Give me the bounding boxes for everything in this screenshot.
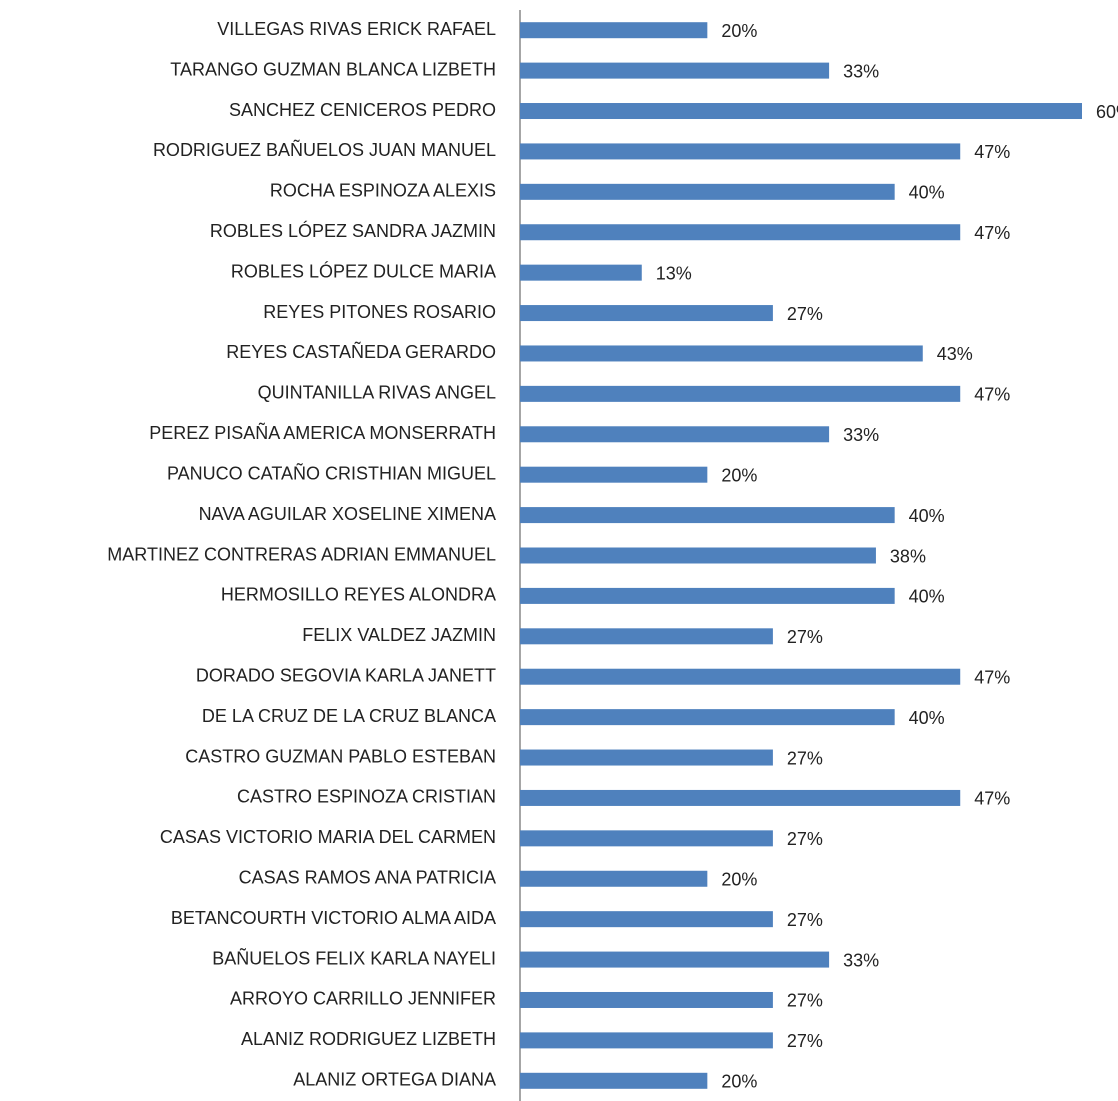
- bar: [520, 628, 773, 645]
- bar: [520, 143, 961, 160]
- value-label: 20%: [721, 1072, 757, 1092]
- value-label: 47%: [974, 142, 1010, 162]
- category-label: CASAS VICTORIO MARIA DEL CARMEN: [160, 827, 496, 847]
- category-label: NAVA AGUILAR XOSELINE XIMENA: [199, 504, 496, 524]
- value-label: 27%: [787, 1031, 823, 1051]
- bar: [520, 507, 895, 524]
- category-label: ROBLES LÓPEZ DULCE MARIA: [231, 260, 496, 281]
- value-label: 20%: [721, 870, 757, 890]
- bar: [520, 587, 895, 604]
- value-label: 47%: [974, 385, 1010, 405]
- category-label: PEREZ PISAÑA AMERICA MONSERRATH: [149, 422, 496, 443]
- value-label: 33%: [843, 425, 879, 445]
- bar: [520, 305, 773, 322]
- category-label: TARANGO GUZMAN BLANCA LIZBETH: [170, 59, 496, 79]
- category-label: DE LA CRUZ DE LA CRUZ BLANCA: [202, 706, 496, 726]
- value-label: 27%: [787, 304, 823, 324]
- value-label: 27%: [787, 748, 823, 768]
- bar: [520, 789, 961, 806]
- value-label: 27%: [787, 910, 823, 930]
- value-label: 43%: [937, 344, 973, 364]
- value-label: 40%: [909, 708, 945, 728]
- bar: [520, 22, 708, 39]
- value-label: 60%: [1096, 102, 1118, 122]
- category-label: CASTRO ESPINOZA CRISTIAN: [237, 787, 496, 807]
- value-label: 47%: [974, 223, 1010, 243]
- value-label: 13%: [656, 263, 692, 283]
- value-label: 27%: [787, 627, 823, 647]
- category-label: QUINTANILLA RIVAS ANGEL: [258, 383, 496, 403]
- value-label: 33%: [843, 61, 879, 81]
- bar: [520, 749, 773, 766]
- bar: [520, 668, 961, 685]
- bar: [520, 830, 773, 847]
- bar: [520, 345, 923, 362]
- bar: [520, 1032, 773, 1049]
- bar: [520, 466, 708, 483]
- value-label: 40%: [909, 587, 945, 607]
- category-label: REYES CASTAÑEDA GERARDO: [226, 341, 496, 362]
- value-label: 27%: [787, 829, 823, 849]
- value-label: 27%: [787, 991, 823, 1011]
- value-label: 20%: [721, 21, 757, 41]
- bar: [520, 103, 1082, 120]
- value-label: 47%: [974, 667, 1010, 687]
- category-label: PANUCO CATAÑO CRISTHIAN MIGUEL: [167, 462, 496, 483]
- category-label: ROBLES LÓPEZ SANDRA JAZMIN: [210, 220, 496, 241]
- category-label: ALANIZ ORTEGA DIANA: [293, 1070, 496, 1090]
- value-label: 47%: [974, 789, 1010, 809]
- bar: [520, 224, 961, 241]
- bar: [520, 62, 830, 79]
- value-label: 33%: [843, 950, 879, 970]
- bar: [520, 385, 961, 402]
- category-label: CASAS RAMOS ANA PATRICIA: [239, 868, 496, 888]
- bar: [520, 991, 773, 1008]
- category-label: DORADO SEGOVIA KARLA JANETT: [196, 665, 496, 685]
- category-label: BAÑUELOS FELIX KARLA NAYELI: [212, 947, 496, 968]
- value-label: 40%: [909, 506, 945, 526]
- category-label: RODRIGUEZ BAÑUELOS JUAN MANUEL: [153, 139, 496, 160]
- category-label: CASTRO GUZMAN PABLO ESTEBAN: [185, 746, 496, 766]
- bar: [520, 951, 830, 968]
- category-label: ROCHA ESPINOZA ALEXIS: [270, 181, 496, 201]
- value-label: 20%: [721, 465, 757, 485]
- category-label: FELIX VALDEZ JAZMIN: [302, 625, 496, 645]
- bar: [520, 426, 830, 443]
- value-label: 40%: [909, 183, 945, 203]
- category-label: ARROYO CARRILLO JENNIFER: [230, 989, 496, 1009]
- bar: [520, 547, 876, 564]
- category-label: BETANCOURTH VICTORIO ALMA AIDA: [171, 908, 496, 928]
- category-label: ALANIZ RODRIGUEZ LIZBETH: [241, 1029, 496, 1049]
- bar: [520, 911, 773, 928]
- bar: [520, 1072, 708, 1089]
- category-label: HERMOSILLO REYES ALONDRA: [221, 585, 496, 605]
- category-label: SANCHEZ CENICEROS PEDRO: [229, 100, 496, 120]
- value-label: 38%: [890, 546, 926, 566]
- category-label: REYES PITONES ROSARIO: [263, 302, 496, 322]
- bar: [520, 183, 895, 200]
- category-label: VILLEGAS RIVAS ERICK RAFAEL: [217, 19, 496, 39]
- bar: [520, 709, 895, 726]
- bar: [520, 870, 708, 887]
- category-label: MARTINEZ CONTRERAS ADRIAN EMMANUEL: [107, 544, 496, 564]
- bar: [520, 264, 642, 281]
